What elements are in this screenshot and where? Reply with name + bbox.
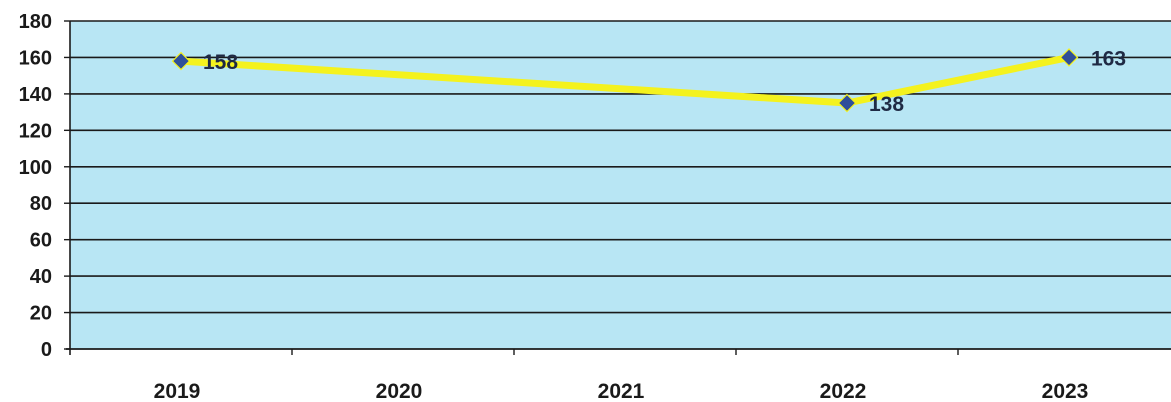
data-label-2019: 158 — [203, 51, 238, 74]
x-tick-label-2021: 2021 — [598, 380, 645, 402]
y-tick-label-100: 100 — [19, 157, 52, 179]
x-tick-label-2020: 2020 — [376, 380, 423, 402]
x-tick-label-2023: 2023 — [1042, 380, 1089, 402]
x-axis-ticks: 2019 2020 2021 2022 2023 — [154, 349, 1089, 402]
y-tick-label-80: 80 — [30, 193, 52, 215]
data-point-2023 — [1059, 48, 1079, 67]
y-axis-ticks: 0 20 40 60 80 100 120 140 160 180 — [19, 11, 70, 361]
data-point-2019 — [171, 51, 191, 71]
axes — [66, 21, 1171, 355]
y-tick-label-160: 160 — [19, 47, 52, 69]
data-label-2023: 163 — [1091, 47, 1126, 70]
y-tick-label-140: 140 — [19, 84, 52, 106]
y-tick-label-0: 0 — [41, 339, 52, 361]
y-tick-label-60: 60 — [30, 230, 52, 252]
x-tick-label-2019: 2019 — [154, 380, 201, 402]
y-tick-label-180: 180 — [19, 11, 52, 33]
data-point-2022 — [837, 93, 857, 113]
data-label-2022: 138 — [869, 93, 904, 116]
y-tick-label-120: 120 — [19, 120, 52, 142]
y-tick-label-20: 20 — [30, 303, 52, 325]
x-tick-label-2022: 2022 — [820, 380, 867, 402]
gridlines — [70, 20, 1171, 314]
y-tick-label-40: 40 — [30, 266, 52, 288]
series-layer: 158 138 163 — [171, 47, 1126, 116]
